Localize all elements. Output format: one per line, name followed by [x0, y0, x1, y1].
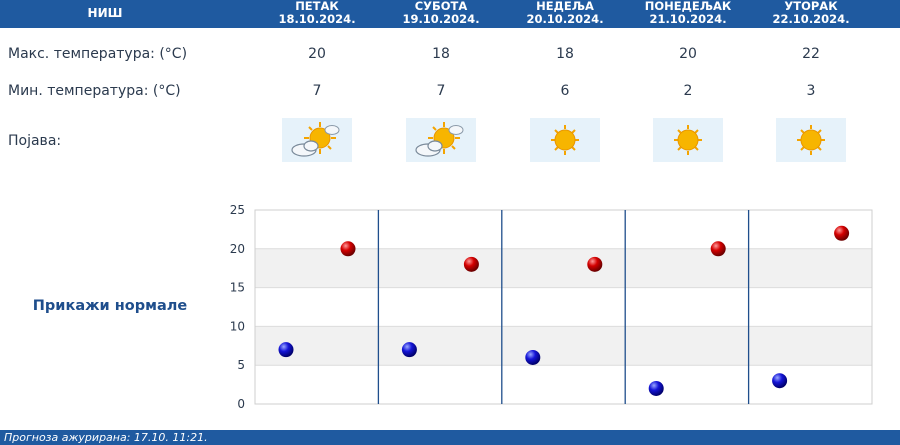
y-tick-label: 20: [230, 242, 245, 256]
max-temp-value: 20: [679, 46, 697, 62]
y-tick-label: 0: [237, 397, 245, 411]
sunny-icon: [530, 118, 600, 162]
max-temp-value: 18: [556, 46, 574, 62]
city-name: НИШ: [87, 6, 123, 20]
min-temp-point: [278, 342, 294, 358]
max-temp-value: 18: [432, 46, 450, 62]
day-name: НЕДЕЉА: [536, 0, 594, 13]
min-temp-value: 7: [312, 83, 322, 99]
min-temp-point: [401, 342, 417, 358]
day-header-1: ПЕТАК 18.10.2024.: [262, 0, 372, 26]
max-temp-label: Макс. температура: (°C): [8, 46, 188, 62]
day-name: ПОНЕДЕЉАК: [644, 0, 732, 13]
y-tick-label: 10: [230, 319, 245, 333]
day-header-5: УТОРАК 22.10.2024.: [756, 0, 866, 26]
y-tick-label: 25: [230, 203, 245, 217]
max-temp-point: [834, 225, 850, 241]
max-temp-value: 20: [308, 46, 326, 62]
max-temp-value: 22: [802, 46, 820, 62]
sunny-icon: [653, 118, 723, 162]
max-temp-point: [463, 256, 479, 272]
day-header-2: СУБОТА 19.10.2024.: [386, 0, 496, 26]
show-normals-button[interactable]: Прикажи нормале: [32, 298, 188, 314]
max-temp-point: [587, 256, 603, 272]
temperature-chart: 0 5 10 15 20 25: [230, 203, 873, 411]
forecast-footer: Прогноза ажурирана: 17.10. 11:21.: [0, 430, 900, 445]
day-date: 19.10.2024.: [402, 12, 480, 26]
max-temp-point: [340, 241, 356, 257]
y-tick-label: 5: [237, 358, 245, 372]
day-date: 18.10.2024.: [278, 12, 356, 26]
max-temp-point: [710, 241, 726, 257]
plot-border: [254, 209, 873, 405]
weather-label: Појава:: [8, 133, 62, 149]
min-temp-value: 6: [560, 83, 570, 99]
chart-band: [255, 365, 872, 404]
day-header-4: ПОНЕДЕЉАК 21.10.2024.: [633, 0, 743, 26]
chart-band: [255, 248, 872, 288]
min-temp-point: [648, 380, 664, 396]
min-temp-point: [772, 373, 788, 389]
day-date: 22.10.2024.: [772, 12, 850, 26]
min-temp-point: [525, 349, 541, 365]
sunny-icon: [776, 118, 846, 162]
min-temp-label: Мин. температура: (°C): [8, 83, 181, 99]
update-time: Прогноза ажурирана: 17.10. 11:21.: [4, 431, 208, 444]
y-tick-label: 15: [230, 281, 245, 295]
day-date: 21.10.2024.: [649, 12, 727, 26]
day-header-3: НЕДЕЉА 20.10.2024.: [510, 0, 620, 26]
forecast-header: НИШ ПЕТАК 18.10.2024. СУБОТА 19.10.2024.…: [0, 0, 900, 28]
day-date: 20.10.2024.: [526, 12, 604, 26]
partly-cloudy-icon: [406, 118, 476, 162]
chart-band: [255, 326, 872, 366]
day-name: СУБОТА: [414, 0, 468, 13]
min-temp-value: 2: [683, 83, 693, 99]
day-name: ПЕТАК: [295, 0, 339, 13]
chart-band: [255, 210, 872, 249]
chart-band: [255, 287, 872, 327]
day-name: УТОРАК: [784, 0, 838, 13]
min-temp-value: 3: [806, 83, 816, 99]
min-temp-value: 7: [436, 83, 446, 99]
partly-cloudy-icon: [282, 118, 352, 162]
